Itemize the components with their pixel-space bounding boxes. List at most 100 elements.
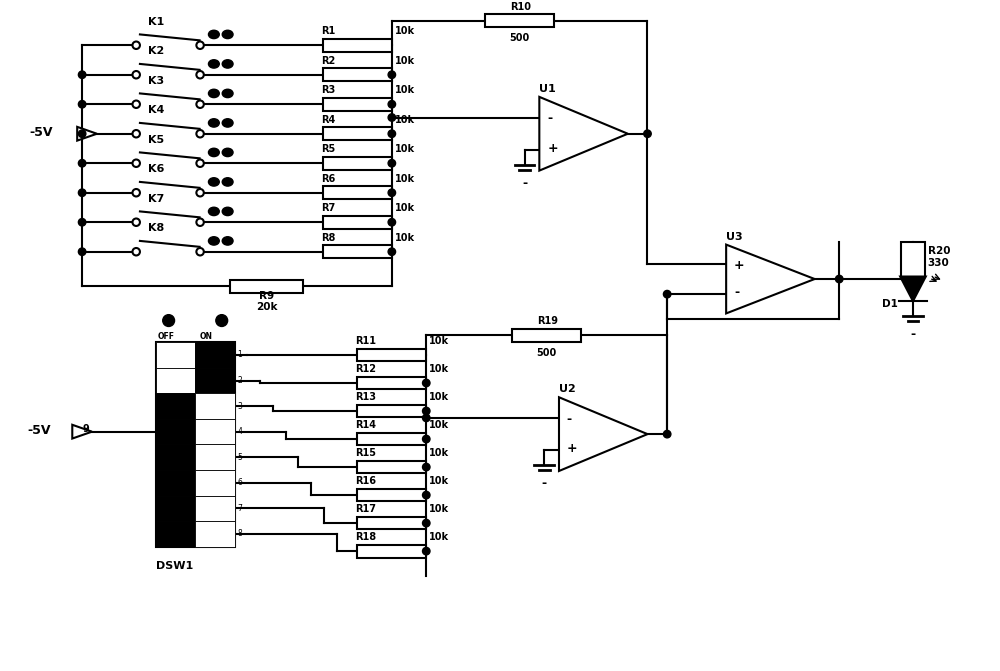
- Ellipse shape: [208, 89, 219, 97]
- Text: R3: R3: [321, 85, 335, 95]
- Text: 10k: 10k: [429, 420, 449, 430]
- Polygon shape: [77, 127, 97, 141]
- Bar: [156, 342, 235, 547]
- Circle shape: [78, 189, 86, 197]
- Bar: [195, 393, 235, 419]
- Text: 10k: 10k: [395, 174, 415, 184]
- Circle shape: [423, 548, 430, 555]
- Text: +: +: [567, 442, 577, 456]
- Ellipse shape: [222, 178, 233, 186]
- Ellipse shape: [208, 207, 219, 215]
- Bar: [357, 376, 426, 389]
- Polygon shape: [900, 276, 926, 301]
- Circle shape: [423, 519, 430, 527]
- Bar: [156, 444, 195, 470]
- Circle shape: [423, 491, 430, 499]
- Bar: [156, 368, 195, 393]
- Text: 10k: 10k: [429, 364, 449, 374]
- Circle shape: [423, 435, 430, 443]
- Bar: [195, 444, 235, 470]
- Text: -5V: -5V: [29, 126, 53, 140]
- Circle shape: [388, 114, 396, 121]
- Bar: [357, 545, 426, 558]
- Circle shape: [388, 101, 396, 108]
- Circle shape: [78, 71, 86, 79]
- Bar: [323, 98, 392, 111]
- Text: U3: U3: [726, 231, 743, 242]
- Text: 10k: 10k: [429, 392, 449, 402]
- Text: 2: 2: [237, 376, 242, 385]
- Text: -: -: [734, 287, 739, 299]
- Polygon shape: [559, 397, 647, 471]
- Circle shape: [388, 248, 396, 256]
- Text: R9: R9: [259, 291, 274, 301]
- Bar: [195, 496, 235, 521]
- Polygon shape: [72, 425, 92, 439]
- Ellipse shape: [208, 178, 219, 186]
- Polygon shape: [726, 245, 815, 313]
- Ellipse shape: [208, 60, 219, 68]
- Bar: [195, 368, 235, 393]
- Text: 10k: 10k: [429, 505, 449, 514]
- Circle shape: [423, 407, 430, 415]
- Text: 3: 3: [237, 402, 242, 411]
- Text: D1: D1: [882, 299, 898, 309]
- Text: 7: 7: [237, 504, 242, 513]
- Bar: [485, 14, 554, 27]
- Bar: [156, 393, 195, 419]
- Bar: [230, 280, 303, 293]
- Circle shape: [663, 430, 671, 438]
- Ellipse shape: [222, 207, 233, 215]
- Text: K1: K1: [148, 17, 164, 27]
- Text: 10k: 10k: [395, 85, 415, 95]
- Ellipse shape: [208, 148, 219, 156]
- Ellipse shape: [222, 237, 233, 245]
- Text: 500: 500: [510, 34, 530, 44]
- Bar: [357, 348, 426, 362]
- Text: R6: R6: [321, 174, 335, 184]
- Text: ON: ON: [200, 332, 213, 342]
- Text: K2: K2: [148, 46, 164, 56]
- Text: K5: K5: [148, 135, 164, 144]
- Text: 10k: 10k: [429, 476, 449, 486]
- Text: K8: K8: [148, 223, 164, 233]
- Text: 10k: 10k: [429, 336, 449, 346]
- Ellipse shape: [208, 119, 219, 127]
- Text: R8: R8: [321, 233, 335, 243]
- Bar: [512, 329, 581, 342]
- Text: K6: K6: [148, 164, 164, 174]
- Ellipse shape: [222, 119, 233, 127]
- Bar: [357, 517, 426, 529]
- Circle shape: [423, 463, 430, 471]
- Bar: [323, 216, 392, 229]
- Ellipse shape: [222, 30, 233, 39]
- Text: -: -: [522, 176, 527, 189]
- Bar: [357, 405, 426, 417]
- Text: 10k: 10k: [395, 144, 415, 154]
- Circle shape: [663, 291, 671, 298]
- Text: R5: R5: [321, 144, 335, 154]
- Text: +: +: [734, 259, 745, 272]
- Text: R17: R17: [355, 505, 376, 514]
- Bar: [156, 496, 195, 521]
- Bar: [323, 246, 392, 258]
- Circle shape: [835, 275, 843, 282]
- Bar: [156, 470, 195, 496]
- Text: 20k: 20k: [256, 302, 277, 312]
- Text: R10: R10: [510, 2, 531, 12]
- Text: 10k: 10k: [395, 115, 415, 125]
- Text: K4: K4: [148, 105, 164, 115]
- Text: K7: K7: [148, 193, 164, 203]
- Circle shape: [78, 101, 86, 108]
- Bar: [195, 419, 235, 444]
- Bar: [156, 521, 195, 547]
- Text: -5V: -5V: [27, 424, 51, 437]
- Bar: [323, 39, 392, 52]
- Text: 1: 1: [237, 350, 242, 360]
- Circle shape: [78, 160, 86, 167]
- Polygon shape: [539, 97, 628, 170]
- Text: R20: R20: [928, 246, 950, 256]
- Text: R13: R13: [355, 392, 376, 402]
- Text: R4: R4: [321, 115, 335, 125]
- Bar: [357, 461, 426, 474]
